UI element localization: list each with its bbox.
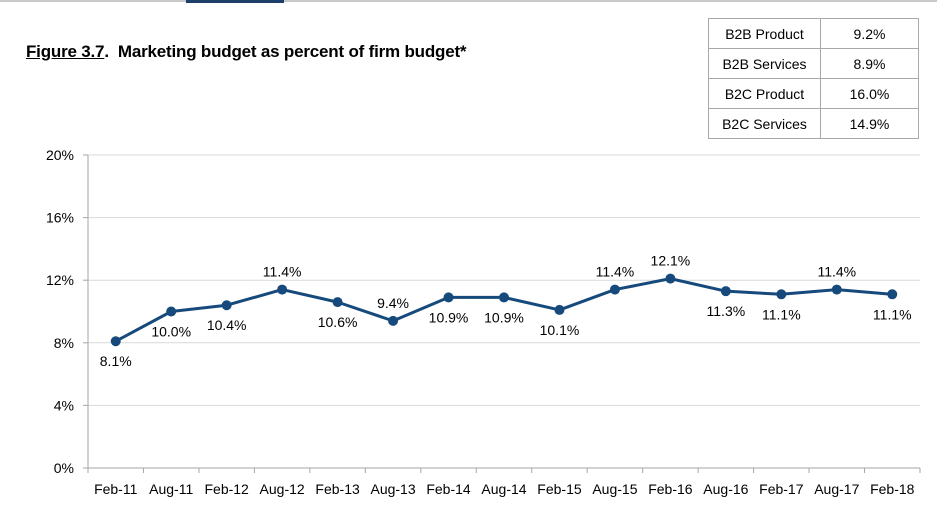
y-tick-label: 0% xyxy=(54,460,74,476)
y-tick-label: 4% xyxy=(54,397,74,413)
data-label: 11.1% xyxy=(873,306,912,322)
x-tick-label: Feb-18 xyxy=(870,481,915,497)
data-point xyxy=(110,336,121,347)
x-tick-label: Feb-16 xyxy=(648,481,693,497)
y-tick-label: 8% xyxy=(54,335,74,351)
x-tick-label: Feb-11 xyxy=(94,481,138,497)
top-rule xyxy=(0,0,937,2)
summary-value: 16.0% xyxy=(820,78,919,109)
x-tick-label: Feb-14 xyxy=(426,481,471,497)
data-point xyxy=(776,289,787,300)
data-label: 11.4% xyxy=(817,264,856,280)
x-tick-label: Aug-11 xyxy=(149,481,193,497)
data-label: 10.9% xyxy=(429,309,469,325)
data-label: 10.4% xyxy=(207,317,247,333)
data-label: 9.4% xyxy=(377,295,409,311)
x-tick-label: Aug-15 xyxy=(592,481,637,497)
x-tick-label: Aug-16 xyxy=(703,481,748,497)
data-label: 10.0% xyxy=(151,324,191,340)
data-point xyxy=(443,292,454,303)
x-tick-label: Feb-17 xyxy=(759,481,804,497)
data-label: 10.6% xyxy=(318,314,358,330)
figure-label: Figure 3.7 xyxy=(26,42,105,61)
x-tick-label: Aug-13 xyxy=(370,481,415,497)
data-label: 11.1% xyxy=(762,306,801,322)
summary-value: 14.9% xyxy=(820,108,919,139)
x-tick-label: Feb-12 xyxy=(204,481,249,497)
y-tick-label: 16% xyxy=(46,210,74,226)
y-tick-label: 20% xyxy=(46,147,74,163)
summary-label: B2C Services xyxy=(708,108,821,139)
data-label: 10.9% xyxy=(484,309,524,325)
data-point xyxy=(277,284,288,295)
data-label: 8.1% xyxy=(100,353,132,369)
data-point xyxy=(665,273,676,284)
data-point xyxy=(166,306,177,317)
data-point xyxy=(499,292,509,303)
data-point xyxy=(609,284,620,295)
data-point xyxy=(332,297,343,308)
summary-table: B2B Product 9.2% B2B Services 8.9% B2C P… xyxy=(708,18,919,139)
top-accent-bar xyxy=(186,0,284,3)
x-tick-label: Aug-12 xyxy=(260,481,305,497)
x-tick-label: Feb-13 xyxy=(315,481,360,497)
data-point xyxy=(388,315,399,326)
data-point xyxy=(831,284,842,295)
figure-title-text: Marketing budget as percent of firm budg… xyxy=(117,42,467,61)
data-point xyxy=(720,286,731,297)
summary-label: B2B Services xyxy=(708,48,821,79)
table-row: B2C Services 14.9% xyxy=(708,108,919,139)
data-point xyxy=(221,300,232,311)
data-label: 11.4% xyxy=(596,264,635,280)
data-label: 10.1% xyxy=(540,322,580,338)
data-label: 12.1% xyxy=(651,253,691,269)
data-point xyxy=(554,304,565,315)
x-tick-label: Aug-14 xyxy=(481,481,526,497)
table-row: B2C Product 16.0% xyxy=(708,78,919,109)
x-tick-label: Feb-15 xyxy=(537,481,582,497)
figure-title: Figure 3.7. Marketing budget as percent … xyxy=(26,42,467,61)
data-label: 11.3% xyxy=(707,303,746,319)
x-tick-label: Aug-17 xyxy=(814,481,859,497)
table-row: B2B Services 8.9% xyxy=(708,48,919,79)
y-tick-label: 12% xyxy=(46,272,74,288)
data-point xyxy=(887,289,898,300)
data-label: 11.4% xyxy=(263,264,302,280)
